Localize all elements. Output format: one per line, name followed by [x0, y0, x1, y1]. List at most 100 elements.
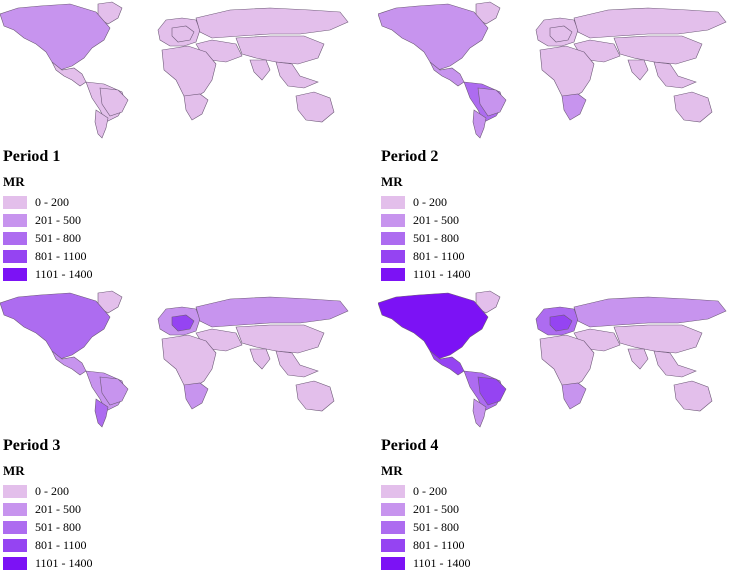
legend-label: 501 - 800	[35, 519, 81, 534]
region-india	[627, 59, 649, 81]
region-southern-cone	[94, 398, 109, 428]
region-southern-cone	[94, 109, 109, 139]
legend-swatch	[381, 520, 405, 534]
region-southern-africa	[183, 93, 209, 121]
legend-swatch	[3, 484, 27, 498]
legend-label: 201 - 500	[413, 212, 459, 227]
period-title: Period 1	[3, 148, 61, 165]
legend-swatch	[3, 502, 27, 516]
region-central-america	[429, 350, 465, 376]
legend-label: 1101 - 1400	[413, 555, 471, 570]
legend-item: 201 - 500	[3, 500, 93, 518]
legend-label: 0 - 200	[35, 483, 69, 498]
legend-swatch	[3, 195, 27, 209]
period-title: Period 4	[381, 437, 439, 454]
region-russia	[573, 296, 727, 328]
legend-label: 1101 - 1400	[35, 555, 93, 570]
region-asia	[235, 324, 325, 354]
legend: 0 - 200 201 - 500 501 - 800 801 - 1100 1…	[381, 482, 471, 572]
region-asia	[613, 35, 703, 65]
legend-item: 801 - 1100	[381, 247, 471, 265]
legend-title: MR	[3, 463, 25, 478]
legend-label: 0 - 200	[413, 483, 447, 498]
legend-title: MR	[381, 174, 403, 189]
region-brazil	[99, 87, 129, 117]
legend-label: 201 - 500	[35, 212, 81, 227]
region-brazil	[99, 376, 129, 406]
legend-swatch	[381, 267, 405, 281]
region-india	[249, 59, 271, 81]
region-central-america	[51, 61, 87, 87]
region-north-america	[378, 292, 489, 360]
legend-item: 0 - 200	[3, 193, 93, 211]
region-southeast-asia	[275, 350, 319, 378]
legend-item: 801 - 1100	[3, 247, 93, 265]
legend-item: 1101 - 1400	[381, 265, 471, 283]
legend: 0 - 200 201 - 500 501 - 800 801 - 1100 1…	[381, 193, 471, 283]
legend-label: 801 - 1100	[35, 248, 87, 263]
legend-label: 1101 - 1400	[35, 266, 93, 281]
region-russia	[195, 296, 349, 328]
region-north-america	[0, 292, 111, 360]
world-map-3	[0, 290, 349, 428]
region-central-america	[429, 61, 465, 87]
region-australia	[673, 91, 713, 123]
world-map-2	[378, 1, 727, 139]
region-central-america	[51, 350, 87, 376]
legend-swatch	[3, 267, 27, 281]
region-central-europe	[171, 25, 195, 43]
region-asia	[235, 35, 325, 65]
region-southern-cone	[472, 109, 487, 139]
region-africa	[539, 334, 595, 390]
region-brazil	[477, 87, 507, 117]
legend-label: 0 - 200	[35, 194, 69, 209]
region-southeast-asia	[653, 350, 697, 378]
region-australia	[673, 380, 713, 412]
legend-swatch	[3, 520, 27, 534]
region-southeast-asia	[275, 61, 319, 89]
legend-label: 501 - 800	[35, 230, 81, 245]
legend-item: 0 - 200	[381, 193, 471, 211]
region-russia	[195, 7, 349, 39]
legend-item: 1101 - 1400	[3, 265, 93, 283]
map-panel-4: Period 4 MR 0 - 200 201 - 500 501 - 800 …	[378, 289, 740, 575]
legend-swatch	[381, 195, 405, 209]
region-southern-africa	[561, 93, 587, 121]
region-brazil	[477, 376, 507, 406]
legend: 0 - 200 201 - 500 501 - 800 801 - 1100 1…	[3, 193, 93, 283]
region-north-america	[378, 3, 489, 71]
legend-item: 801 - 1100	[3, 536, 93, 554]
legend-label: 0 - 200	[413, 194, 447, 209]
legend-item: 201 - 500	[381, 500, 471, 518]
region-central-europe	[171, 314, 195, 332]
legend-swatch	[381, 231, 405, 245]
legend-label: 201 - 500	[35, 501, 81, 516]
legend-item: 0 - 200	[3, 482, 93, 500]
world-map-1	[0, 1, 349, 139]
legend-item: 201 - 500	[3, 211, 93, 229]
region-africa	[539, 45, 595, 101]
region-india	[249, 348, 271, 370]
region-central-europe	[549, 25, 573, 43]
legend-title: MR	[3, 174, 25, 189]
region-southern-africa	[561, 382, 587, 410]
legend-title: MR	[381, 463, 403, 478]
legend-swatch	[381, 249, 405, 263]
period-title: Period 3	[3, 437, 61, 454]
legend-item: 1101 - 1400	[381, 554, 471, 572]
region-australia	[295, 380, 335, 412]
legend-swatch	[381, 213, 405, 227]
map-panel-3: Period 3 MR 0 - 200 201 - 500 501 - 800 …	[0, 289, 370, 575]
region-southern-africa	[183, 382, 209, 410]
legend-swatch	[3, 538, 27, 552]
region-africa	[161, 45, 217, 101]
legend-label: 501 - 800	[413, 230, 459, 245]
legend-label: 1101 - 1400	[413, 266, 471, 281]
legend: 0 - 200 201 - 500 501 - 800 801 - 1100 1…	[3, 482, 93, 572]
legend-swatch	[381, 556, 405, 570]
region-asia	[613, 324, 703, 354]
period-title: Period 2	[381, 148, 439, 165]
legend-item: 1101 - 1400	[3, 554, 93, 572]
region-central-europe	[549, 314, 573, 332]
legend-item: 501 - 800	[3, 229, 93, 247]
